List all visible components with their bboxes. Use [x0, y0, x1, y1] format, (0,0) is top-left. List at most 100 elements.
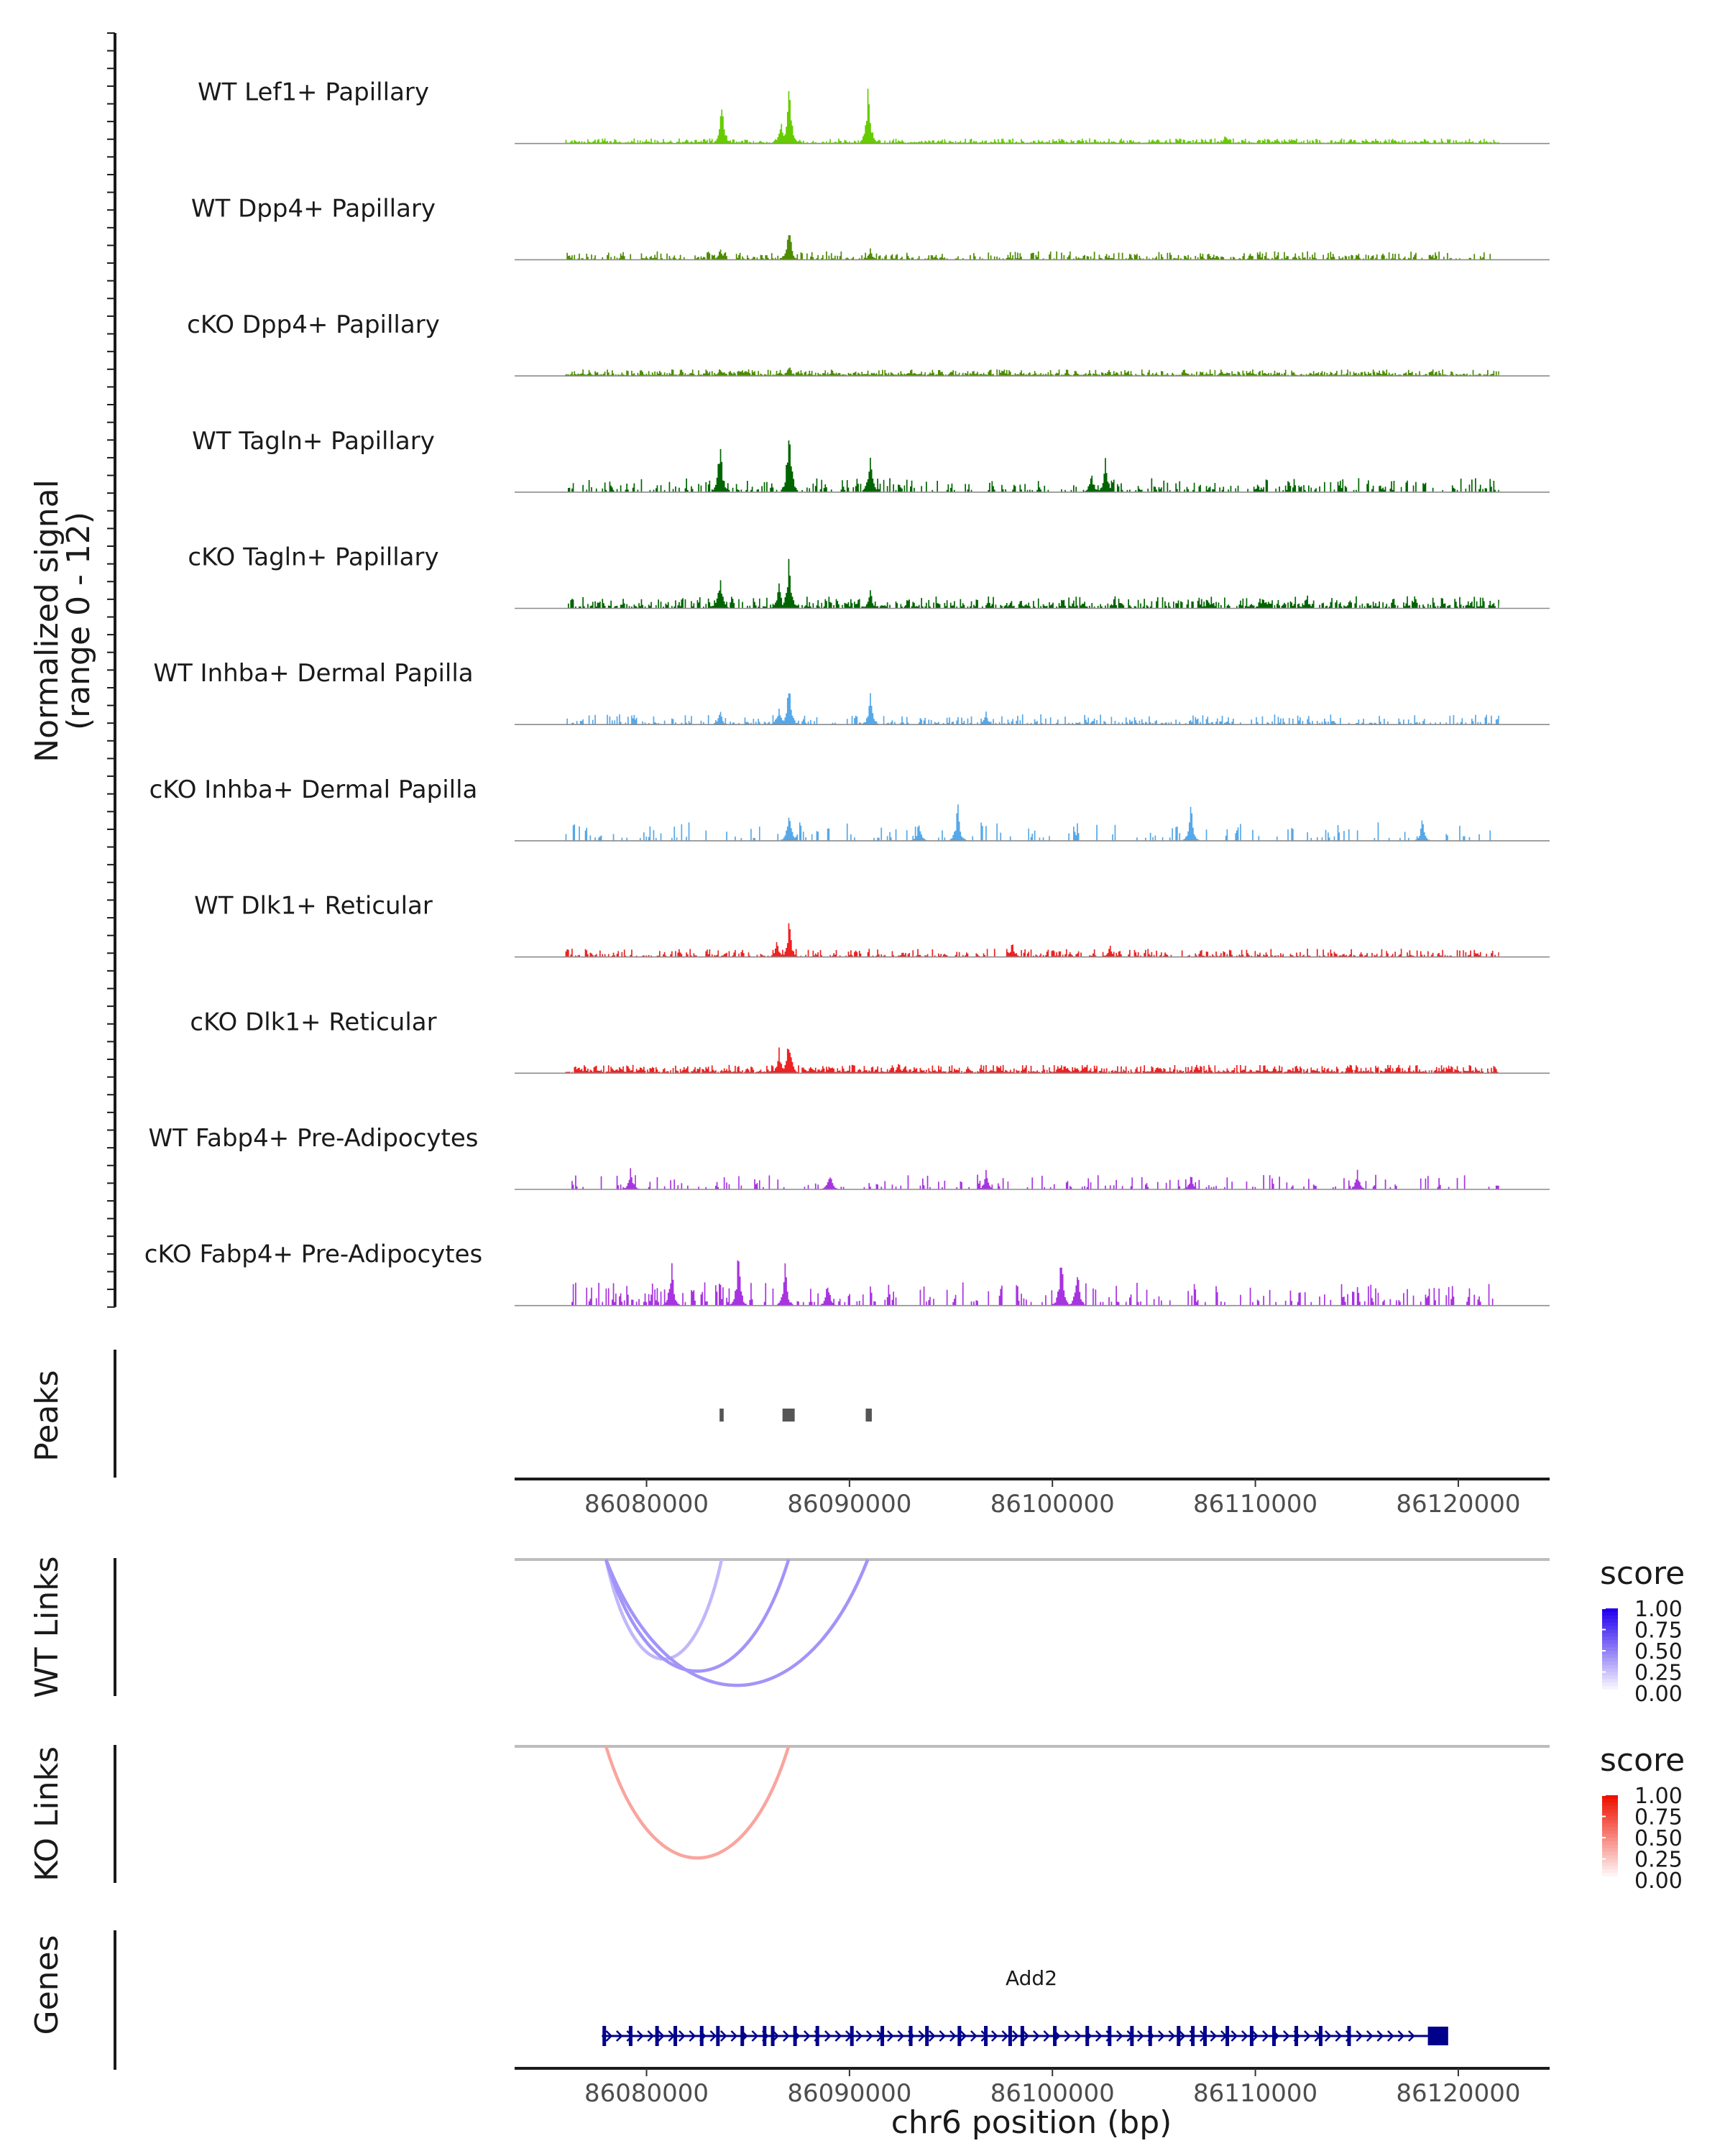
- strand-arrow: [709, 2030, 717, 2042]
- legend-colorbar-step: [1602, 1626, 1618, 1631]
- x-tick-label: 86120000: [1396, 1490, 1520, 1519]
- strand-arrow: [1241, 2030, 1248, 2042]
- strand-arrow: [1043, 2030, 1051, 2042]
- strand-arrow: [1075, 2030, 1082, 2042]
- track-label: WT Inhba+ Dermal Papilla: [153, 659, 473, 688]
- gene-exon: [1203, 2026, 1207, 2046]
- gene-exon: [1148, 2026, 1152, 2046]
- strand-arrow: [1001, 2030, 1009, 2042]
- legend-colorbar-step: [1602, 1629, 1618, 1634]
- strand-arrow: [605, 2030, 613, 2042]
- legend-colorbar-step: [1602, 1805, 1618, 1810]
- strand-arrow: [1376, 2030, 1384, 2042]
- strand-arrow: [824, 2030, 832, 2042]
- legend-colorbar-step: [1602, 1862, 1618, 1867]
- gene-exon: [908, 2026, 913, 2046]
- legend-colorbar-step: [1602, 1827, 1618, 1831]
- strand-arrow: [1387, 2030, 1394, 2042]
- coverage-area: [566, 235, 1491, 260]
- strand-arrow: [929, 2030, 936, 2042]
- strand-arrow: [1366, 2030, 1374, 2042]
- gene-exon: [1085, 2026, 1090, 2046]
- legend-colorbar-step: [1602, 1661, 1618, 1666]
- strand-arrow: [1116, 2030, 1123, 2042]
- legend-colorbar-step: [1602, 1644, 1618, 1648]
- gene-exon: [984, 2026, 988, 2046]
- legend-colorbar-step: [1602, 1647, 1618, 1651]
- legend-colorbar-step: [1602, 1876, 1618, 1881]
- x-tick-label: 86120000: [1396, 2079, 1520, 2108]
- strand-arrow: [1064, 2030, 1072, 2042]
- gene-exon: [1191, 2026, 1195, 2046]
- coverage-area: [565, 804, 1491, 841]
- strand-arrow: [939, 2030, 947, 2042]
- track-label: WT Tagln+ Papillary: [192, 427, 435, 456]
- legend-colorbar-step: [1602, 1848, 1618, 1853]
- legend-colorbar-step: [1602, 1664, 1618, 1669]
- link-arc: [604, 1559, 791, 1673]
- gene-name-label: Add2: [1006, 1966, 1057, 1990]
- track-label: WT Fabp4+ Pre-Adipocytes: [149, 1124, 479, 1153]
- gene-exon: [880, 2026, 885, 2046]
- coverage-area: [565, 1047, 1499, 1074]
- strand-arrow: [1179, 2030, 1186, 2042]
- legend-tick-label: 1.00: [1634, 1784, 1683, 1809]
- gene-exon: [699, 2026, 704, 2046]
- coverage-track: WT Dlk1+ Reticular: [194, 892, 1550, 958]
- gene-exon: [957, 2026, 962, 2046]
- coverage-area: [565, 367, 1499, 377]
- strand-arrow: [1304, 2030, 1311, 2042]
- gene-exon: [770, 2026, 775, 2046]
- legend-colorbar-step: [1602, 1618, 1618, 1623]
- strand-arrow: [866, 2030, 873, 2042]
- peaks-panel-label: Peaks: [29, 1370, 65, 1461]
- gene-terminal-exon: [1427, 2027, 1448, 2045]
- gene-exon: [815, 2026, 819, 2046]
- legend-colorbar-step: [1602, 1869, 1618, 1874]
- strand-arrow: [1262, 2030, 1269, 2042]
- legend-colorbar-step: [1602, 1812, 1618, 1818]
- strand-arrow: [1137, 2030, 1144, 2042]
- gene-exon: [740, 2026, 745, 2046]
- x-tick-label: 86100000: [990, 2079, 1115, 2108]
- coverage-area: [566, 693, 1499, 725]
- coverage-track: cKO Dlk1+ Reticular: [190, 1008, 1550, 1074]
- legend-colorbar-step: [1602, 1672, 1618, 1677]
- track-label: cKO Fabp4+ Pre-Adipocytes: [144, 1240, 483, 1269]
- legend-tick-label: 0.00: [1634, 1682, 1683, 1707]
- track-label: cKO Inhba+ Dermal Papilla: [150, 775, 478, 804]
- strand-arrow: [783, 2030, 790, 2042]
- coverage-track: WT Fabp4+ Pre-Adipocytes: [149, 1124, 1550, 1190]
- legend-colorbar-step: [1602, 1611, 1618, 1616]
- legend-colorbar-step: [1602, 1838, 1618, 1842]
- strand-arrow: [834, 2030, 842, 2042]
- legend-colorbar-step: [1602, 1866, 1618, 1871]
- gene-exon: [763, 2026, 767, 2046]
- track-label: WT Lef1+ Papillary: [198, 78, 429, 107]
- track-label: WT Dpp4+ Papillary: [191, 194, 436, 223]
- strand-arrow: [720, 2030, 727, 2042]
- strand-arrow: [1397, 2030, 1405, 2042]
- legend-colorbar-step: [1602, 1690, 1618, 1694]
- legend-colorbar-step: [1602, 1798, 1618, 1803]
- strand-arrow: [658, 2030, 665, 2042]
- strand-arrow: [1033, 2030, 1040, 2042]
- strand-arrow: [960, 2030, 967, 2042]
- coverage-track: cKO Inhba+ Dermal Papilla: [150, 775, 1550, 842]
- strand-arrow: [1356, 2030, 1363, 2042]
- legend-colorbar-step: [1602, 1809, 1618, 1814]
- legend-colorbar-step: [1602, 1636, 1618, 1641]
- legend-colorbar-step: [1602, 1615, 1618, 1620]
- gene-exon: [1294, 2026, 1299, 2046]
- coverage-area: [571, 1260, 1494, 1306]
- strand-arrow: [1168, 2030, 1176, 2042]
- gene-exon: [655, 2026, 659, 2046]
- legend-tick-label: 0.50: [1634, 1639, 1683, 1664]
- legend-tick-label: 0.75: [1634, 1618, 1683, 1644]
- strand-arrow: [949, 2030, 957, 2042]
- gene-exon: [850, 2026, 854, 2046]
- legend-colorbar-step: [1602, 1675, 1618, 1680]
- legend-colorbar-step: [1602, 1657, 1618, 1662]
